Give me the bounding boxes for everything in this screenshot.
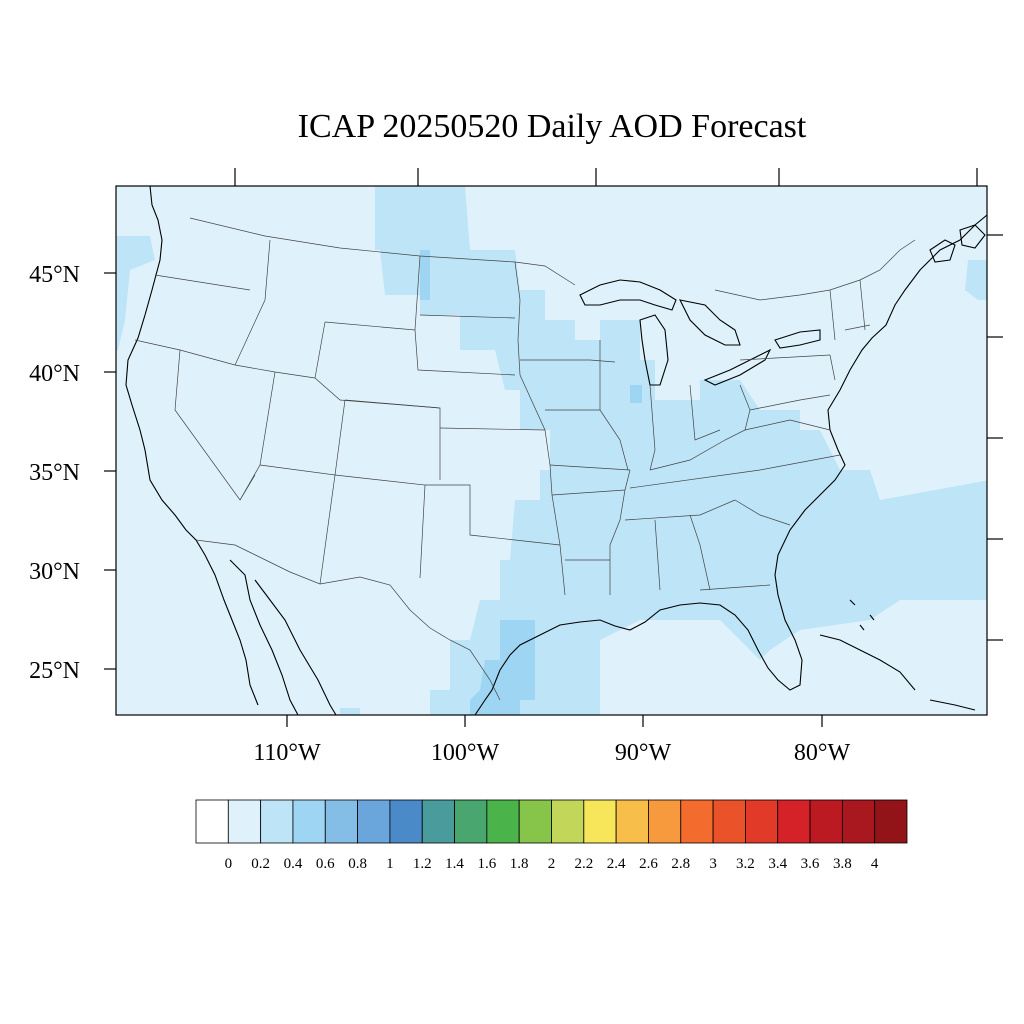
colorbar-swatch — [518, 799, 552, 844]
colorbar-tick-label: 0.6 — [316, 856, 335, 872]
colorbar-swatch — [777, 799, 811, 844]
lat-label-25n: 25°N — [29, 658, 80, 684]
aod-shading — [116, 186, 987, 715]
colorbar-swatch — [615, 799, 649, 844]
lat-label-40n: 40°N — [29, 361, 80, 387]
axis-ticks — [104, 168, 1003, 727]
aod-colorbar — [195, 799, 908, 844]
colorbar-tick-label: 1.8 — [510, 856, 529, 872]
state-borders — [134, 217, 916, 701]
colorbar-swatch — [260, 799, 294, 844]
map-frame — [115, 185, 988, 716]
colorbar-tick-label: 2 — [548, 856, 556, 872]
lat-label-45n: 45°N — [29, 262, 80, 288]
lat-label-35n: 35°N — [29, 460, 80, 486]
colorbar-tick-label: 1.4 — [445, 856, 464, 872]
colorbar-swatch — [680, 799, 714, 844]
colorbar-tick-label: 3 — [709, 856, 717, 872]
lon-label-80w: 80°W — [794, 740, 851, 766]
colorbar-swatch — [454, 799, 488, 844]
colorbar-tick-label: 0.4 — [284, 856, 303, 872]
lon-label-100w: 100°W — [431, 740, 500, 766]
colorbar-swatch — [357, 799, 391, 844]
colorbar-swatch — [745, 799, 779, 844]
lon-label-90w: 90°W — [615, 740, 672, 766]
colorbar-swatch — [195, 799, 229, 844]
colorbar-tick-label: 3.4 — [768, 856, 787, 872]
colorbar-tick-label: 0 — [225, 856, 233, 872]
colorbar-swatch — [421, 799, 455, 844]
colorbar-tick-label: 0.8 — [348, 856, 367, 872]
aod-colorbar-labels: 0 0.2 0.4 0.6 0.8 1 1.2 1.4 1.6 1.8 2 2.2 2.4 2.6 2.8 3… — [225, 856, 879, 872]
colorbar-swatch — [292, 799, 326, 844]
colorbar-tick-label: 1 — [386, 856, 394, 872]
colorbar-swatch — [712, 799, 746, 844]
lon-label-110w: 110°W — [253, 740, 321, 766]
colorbar-swatch — [551, 799, 585, 844]
colorbar-swatch — [874, 799, 908, 844]
colorbar-swatch — [841, 799, 876, 844]
colorbar-tick-label: 0.2 — [251, 856, 270, 872]
colorbar-swatch — [809, 799, 843, 844]
aod-band-0.2-0.4 — [116, 186, 987, 715]
colorbar-tick-label: 2.4 — [607, 856, 626, 872]
colorbar-tick-label: 3.8 — [833, 856, 852, 872]
colorbar-swatch — [324, 799, 358, 844]
colorbar-swatch — [648, 799, 682, 844]
colorbar-tick-label: 3.6 — [801, 856, 820, 872]
colorbar-tick-label: 1.2 — [413, 856, 432, 872]
aod-band-0.4-0.6 — [420, 250, 642, 715]
colorbar-swatch — [486, 799, 520, 844]
colorbar-tick-label: 1.6 — [477, 856, 496, 872]
colorbar-tick-label: 3.2 — [736, 856, 755, 872]
colorbar-tick-label: 4 — [871, 856, 879, 872]
colorbar-tick-label: 2.2 — [574, 856, 593, 872]
colorbar-tick-label: 2.6 — [639, 856, 658, 872]
colorbar-swatch — [227, 799, 262, 844]
coastlines — [125, 186, 987, 715]
lat-label-30n: 30°N — [29, 559, 80, 585]
colorbar-swatch — [389, 799, 423, 844]
colorbar-tick-label: 2.8 — [671, 856, 690, 872]
map-title: ICAP 20250520 Daily AOD Forecast — [297, 108, 807, 145]
colorbar-swatch — [583, 799, 617, 844]
